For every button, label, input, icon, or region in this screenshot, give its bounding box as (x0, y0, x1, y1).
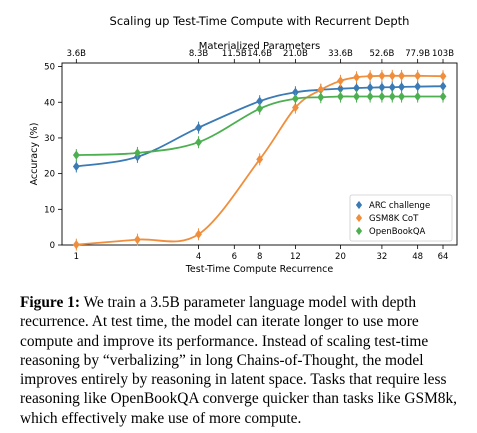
data-point-arc-challenge (388, 82, 396, 92)
top-tick-label: 21.0B (283, 49, 308, 59)
data-point-openbookqa (439, 91, 447, 102)
legend-label-openbookqa: OpenBookQA (369, 227, 426, 237)
x-tick-label: 6 (232, 252, 237, 262)
chart: Scaling up Test-Time Compute with Recurr… (29, 14, 458, 275)
data-point-gsm8k-cot (398, 71, 406, 81)
data-point-arc-challenge (378, 82, 386, 92)
data-point-openbookqa (366, 91, 374, 102)
y-tick-label: 30 (44, 134, 55, 144)
data-point-openbookqa (398, 91, 406, 102)
top-axis-label: Materialized Parameters (199, 41, 321, 52)
data-point-openbookqa (195, 137, 203, 147)
caption-label: Figure 1: (20, 294, 80, 311)
data-point-gsm8k-cot (133, 235, 141, 245)
data-point-openbookqa (133, 148, 141, 158)
chart-title: Scaling up Test-Time Compute with Recurr… (110, 14, 410, 28)
data-point-gsm8k-cot (439, 71, 447, 81)
data-point-openbookqa (353, 91, 360, 102)
data-point-arc-challenge (439, 81, 447, 91)
x-tick-label: 8 (257, 252, 262, 262)
y-tick-label: 0 (50, 241, 55, 251)
figure-caption: Figure 1: We train a 3.5B parameter lang… (20, 293, 460, 428)
x-tick-label: 64 (438, 252, 449, 262)
data-point-gsm8k-cot (388, 71, 396, 81)
data-point-openbookqa (256, 104, 264, 114)
legend-marker-gsm8k-cot (355, 213, 363, 223)
y-tick-label: 10 (44, 205, 55, 215)
x-tick-label: 48 (412, 252, 423, 262)
x-tick-label: 20 (335, 252, 346, 262)
top-tick-label: 14.6B (247, 49, 272, 59)
y-tick-label: 40 (44, 98, 55, 108)
data-point-openbookqa (336, 91, 344, 102)
data-point-openbookqa (378, 91, 386, 102)
top-tick-label: 8.3B (189, 49, 209, 59)
top-tick-label: 3.6B (67, 49, 87, 59)
legend-label-arc-challenge: ARC challenge (369, 201, 430, 211)
top-tick-label: 52.6B (370, 49, 395, 59)
top-tick-label: 103B (432, 49, 454, 59)
data-point-gsm8k-cot (353, 72, 360, 82)
x-tick-label: 4 (196, 252, 201, 262)
legend-marker-openbookqa (355, 226, 363, 236)
legend-box (349, 194, 453, 242)
x-axis-label: Test-Time Compute Recurrence (185, 264, 334, 275)
data-point-gsm8k-cot (72, 240, 80, 250)
data-point-arc-challenge (72, 161, 80, 172)
caption-text: We train a 3.5B parameter language model… (20, 294, 457, 427)
chart-svg: Scaling up Test-Time Compute with Recurr… (29, 14, 458, 275)
data-point-openbookqa (388, 91, 396, 102)
data-point-gsm8k-cot (336, 76, 344, 86)
data-point-arc-challenge (414, 81, 422, 92)
top-tick-label: 11.5B (222, 49, 247, 59)
data-point-arc-challenge (195, 122, 203, 133)
data-point-gsm8k-cot (256, 154, 264, 164)
x-tick-label: 32 (376, 252, 387, 262)
data-point-gsm8k-cot (414, 71, 422, 81)
data-point-openbookqa (414, 91, 422, 102)
data-point-arc-challenge (398, 82, 406, 92)
data-point-gsm8k-cot (378, 71, 386, 81)
legend-marker-arc-challenge (355, 200, 363, 210)
data-point-gsm8k-cot (195, 229, 203, 239)
data-point-openbookqa (317, 92, 325, 102)
legend-label-gsm8k-cot: GSM8K CoT (369, 214, 419, 224)
top-tick-label: 33.6B (328, 49, 353, 59)
y-tick-label: 20 (44, 170, 55, 180)
y-axis-label: Accuracy (%) (29, 123, 40, 186)
data-point-gsm8k-cot (291, 102, 299, 113)
x-tick-label: 1 (74, 252, 79, 262)
top-tick-label: 77.9B (405, 49, 430, 59)
y-tick-label: 50 (44, 63, 55, 73)
x-tick-label: 12 (290, 252, 301, 262)
data-point-gsm8k-cot (366, 71, 374, 81)
data-point-openbookqa (291, 94, 299, 104)
data-point-openbookqa (72, 150, 80, 160)
